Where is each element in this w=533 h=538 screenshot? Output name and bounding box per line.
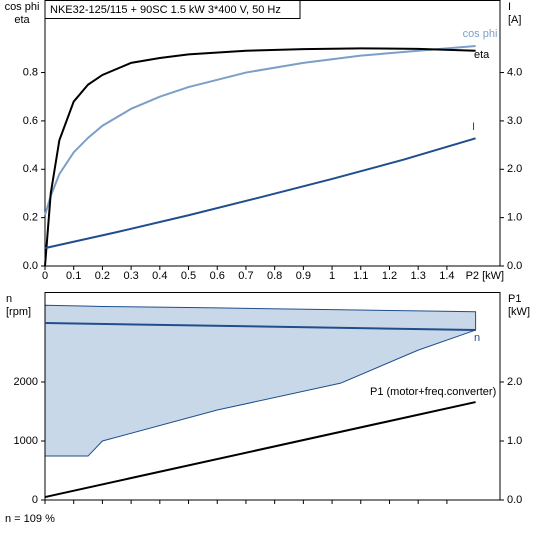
- x-tick-label: 0.6: [210, 270, 225, 282]
- y-axis-label: eta: [14, 14, 30, 26]
- series-line: [44, 321, 476, 332]
- x-tick-label: 1.3: [411, 270, 426, 282]
- series-label: n: [474, 332, 480, 344]
- plot-frame: [44, 292, 501, 501]
- y2-tick-label: 0.0: [507, 494, 522, 506]
- x-tick-label: 1.1: [353, 270, 368, 282]
- y2-tick-label: 2.0: [507, 163, 522, 175]
- x-tick-label: 1.4: [439, 270, 454, 282]
- x-tick-label: 0.7: [238, 270, 253, 282]
- y-axis-label: n: [6, 293, 12, 305]
- y-axis-label: cos phi: [5, 1, 40, 13]
- chart-title: NKE32-125/115 + 90SC 1.5 kW 3*400 V, 50 …: [50, 4, 281, 16]
- series-label: I: [472, 121, 475, 133]
- series-label: P1 (motor+freq.converter): [370, 386, 496, 398]
- y-tick-label: 0.0: [23, 260, 38, 272]
- x-tick-label: 0.3: [123, 270, 138, 282]
- note: n = 109 %: [5, 513, 55, 525]
- x-tick-label: 0: [42, 270, 48, 282]
- y-tick-label: 0.6: [23, 115, 38, 127]
- y-tick-label: 0.2: [23, 212, 38, 224]
- x-tick-label: 0.4: [152, 270, 167, 282]
- y-axis-label: [rpm]: [6, 306, 31, 318]
- y-tick-label: 0.4: [23, 163, 38, 175]
- y-tick-label: 2000: [14, 376, 38, 388]
- x-tick-label: 0.5: [181, 270, 196, 282]
- series-line: [44, 47, 476, 267]
- series-line: [44, 44, 476, 216]
- x-tick-label: 1.2: [382, 270, 397, 282]
- plot-frame: [44, 0, 501, 267]
- y2-tick-label: 1.0: [507, 435, 522, 447]
- y2-tick-label: 2.0: [507, 376, 522, 388]
- series-label: eta: [474, 49, 490, 61]
- series-label: cos phi: [463, 28, 498, 40]
- x-tick-label: 0.8: [267, 270, 282, 282]
- series-line: [44, 401, 476, 499]
- y-tick-label: 0.8: [23, 66, 38, 78]
- y2-axis-label: I: [508, 1, 511, 13]
- x-tick-label: 0.9: [296, 270, 311, 282]
- x-tick-label: 0.1: [66, 270, 81, 282]
- y-tick-label: 0: [32, 494, 38, 506]
- title-box: [44, 0, 301, 19]
- y2-tick-label: 3.0: [507, 115, 522, 127]
- x-tick-label: 0.2: [95, 270, 110, 282]
- y2-tick-label: 4.0: [507, 66, 522, 78]
- speed-range-band: [44, 304, 477, 457]
- y2-tick-label: 1.0: [507, 212, 522, 224]
- series-line: [44, 137, 476, 250]
- y2-tick-label: 0.0: [507, 260, 522, 272]
- y2-axis-label: [A]: [508, 14, 521, 26]
- y2-axis-label: P1: [508, 293, 521, 305]
- x-axis-label: P2 [kW]: [466, 270, 505, 282]
- y-tick-label: 1000: [14, 435, 38, 447]
- y2-axis-label: [kW]: [508, 306, 530, 318]
- x-tick-label: 1: [329, 270, 335, 282]
